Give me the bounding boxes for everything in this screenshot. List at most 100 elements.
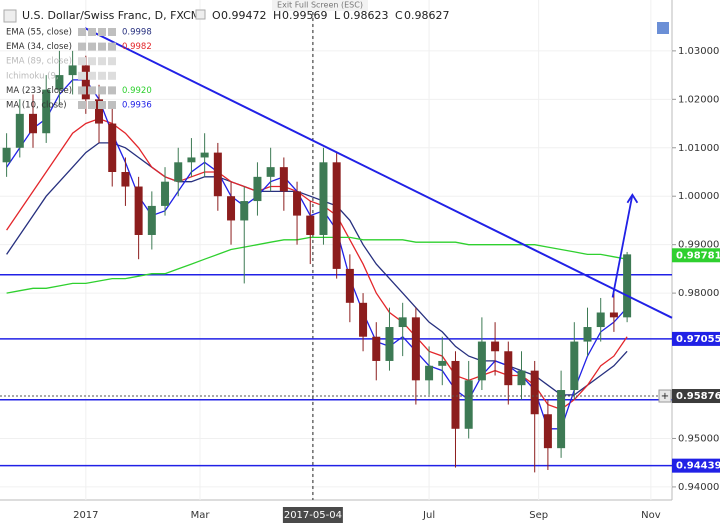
y-tick-label: 1.02000 [678,94,719,105]
tooltip-bg [272,0,368,11]
candle-body [68,65,77,76]
y-tick-label: 1.00000 [678,191,719,202]
indicator-control[interactable] [88,42,96,51]
candle-body [398,317,407,328]
indicator-control[interactable] [108,86,116,95]
indicator-control[interactable] [88,57,96,66]
x-tick-label: Jul [422,510,435,521]
candle-body [530,370,539,415]
ohlc-value: 0.99569 [282,9,328,22]
indicator-control[interactable] [78,86,86,95]
candle-body [623,254,632,318]
candle-body [557,390,566,449]
indicator-control[interactable] [88,86,96,95]
indicator-name: MA (233, close) [6,86,72,96]
indicator-value: 0.9982 [122,42,152,52]
indicator-control[interactable] [78,71,86,80]
indicator-control[interactable] [108,57,116,66]
y-tick-label: 1.01000 [678,143,719,154]
price-label: 0.94439 [676,461,720,472]
indicator-control[interactable] [98,101,106,109]
y-tick-label: 0.94000 [678,482,719,493]
plus-icon: + [661,391,669,402]
indicator-control[interactable] [108,42,116,51]
settings-icon[interactable] [657,22,669,34]
candle-body [491,341,500,352]
candle-body [425,365,434,381]
price-label-bg [672,331,720,346]
candle-body [332,162,341,269]
candle-body [372,336,381,361]
candle-body [200,152,209,158]
candle-body [253,176,262,202]
chart-title: U.S. Dollar/Swiss Franc, D, FXCM [22,9,200,22]
overlay: U.S. Dollar/Swiss Franc, D, FXCM O 0.99472… [3,0,450,111]
candle-body [438,360,447,366]
ohlc-key: O [212,9,221,22]
tooltip: Exit Full Screen (ESC) [277,1,363,10]
ohlc-value: 0.99472 [221,9,267,22]
indicator-control[interactable] [98,57,106,66]
indicator-control[interactable] [78,42,86,51]
candle-body [517,370,526,386]
indicator-control[interactable] [98,28,106,36]
candle-body [504,351,513,386]
candle-body [306,215,315,235]
indicator-name: EMA (55, close) [6,28,72,38]
price-label-bg [672,389,720,404]
candle-body [161,181,170,206]
candle-body [583,327,592,342]
candle-body [570,341,579,391]
indicator-name: Ichimoku (9, [6,71,59,81]
indicator-control[interactable] [108,71,116,80]
indicator-control[interactable] [88,28,96,36]
candle-body [279,167,288,192]
candle-body [134,186,143,235]
indicator-control[interactable] [98,42,106,51]
price-label: 0.97055 [676,334,720,345]
candle-body [543,414,552,449]
indicator-value: 0.9936 [122,101,152,111]
x-label-bg [282,507,343,523]
indicator-control[interactable] [98,71,106,80]
x-tick-label: 2017 [73,510,98,521]
candle-body [187,157,196,163]
ohlc-key: L [334,9,341,22]
y-tick-label: 0.98000 [678,288,719,299]
x-tick-label: Nov [641,510,661,521]
indicator-name: EMA (34, close) [6,42,72,52]
indicator-control[interactable] [88,101,96,109]
indicator-value: 0.9998 [122,28,152,38]
y-tick-label: 1.03000 [678,46,719,57]
ohlc-value: 0.98623 [343,9,389,22]
indicator-control[interactable] [98,86,106,95]
candle-body [29,113,38,134]
candle-body [319,162,328,235]
candle-body [385,327,394,361]
plus-button[interactable] [658,389,672,403]
ohlc-key: H [273,9,281,22]
icon-b[interactable] [195,9,206,20]
indicator-control[interactable] [78,28,86,36]
candle-body [227,196,236,221]
y-tick-label: 0.99000 [678,240,719,251]
indicator-control[interactable] [108,28,116,36]
candle-body [293,191,302,216]
candle-body [108,123,117,172]
price-label: 0.98781 [676,250,720,261]
candle-body [121,171,130,187]
indicator-control[interactable] [78,101,86,109]
indicator-control[interactable] [108,101,116,109]
y-tick-label: 0.95000 [678,433,719,444]
indicator-control[interactable] [78,57,86,66]
candle-body [213,152,222,197]
candle-body [411,317,420,381]
x-tick-label: Mar [191,510,211,521]
price-label-bg [672,458,720,473]
indicator-control[interactable] [88,71,96,80]
candle-body [174,162,183,182]
symbol-icon[interactable] [3,9,17,23]
candle-body [596,312,605,328]
